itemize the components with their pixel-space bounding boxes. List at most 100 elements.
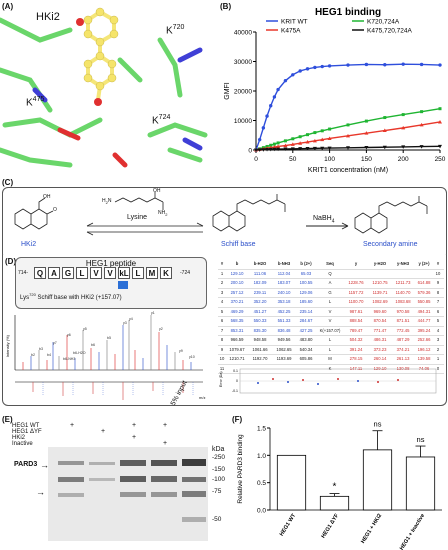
error-axis-label: Error (Da) (219, 371, 223, 387)
data-point (320, 146, 325, 151)
band-arrow-1: → (40, 460, 49, 470)
table-cell: 427.25 (299, 327, 313, 333)
spectrum-y-axis-label: Intensity (%) (5, 335, 10, 358)
table-cell: 260.14 (373, 356, 387, 361)
table-cell: A (328, 280, 332, 285)
data-point (306, 133, 310, 137)
data-point (320, 137, 325, 142)
significance-label: ns (417, 435, 425, 444)
table-cell: 352.20 (253, 299, 267, 304)
residue-1: A (48, 267, 60, 279)
table-cell: 129.06 (299, 289, 313, 295)
data-point (320, 129, 324, 133)
table-cell: 11 (219, 365, 225, 371)
table-cell: 4 (436, 327, 440, 333)
table-cell: 7 (220, 327, 224, 333)
table-cell: 1100.70 (348, 299, 364, 304)
data-point (298, 135, 302, 139)
table-cell: 550.33 (253, 318, 267, 323)
data-point (254, 148, 258, 152)
table-row: 1 129.10 111.06 112.04 65.03 Q 10 (218, 270, 444, 279)
data-point (401, 125, 406, 130)
condition-mark: + (70, 422, 75, 429)
condition-mark: + (132, 422, 137, 429)
table-cell: 970.58 (396, 308, 410, 314)
data-point (328, 127, 332, 131)
data-point (346, 123, 350, 127)
data-point (290, 147, 295, 151)
table-cell: 10 (435, 270, 441, 276)
hki2-label: HKi2 (36, 11, 60, 23)
data-point (346, 63, 350, 67)
data-point (364, 119, 368, 123)
ion-label: b6 (91, 343, 95, 347)
ion-label: b3 (39, 347, 43, 351)
y-tick-label: 40000 (234, 30, 252, 37)
panel-label-d: (D) (5, 257, 17, 266)
data-point (420, 110, 424, 114)
table-cell: 540.34 (299, 346, 313, 352)
table-cell: V (328, 308, 332, 314)
error-tick-label: -0.1 (232, 389, 238, 393)
table-cell: 65.03 (300, 270, 312, 276)
error-point (397, 379, 399, 381)
residue-2: G (62, 267, 74, 279)
data-point (401, 145, 406, 149)
table-header-cell: y (2+) (418, 261, 430, 266)
table-cell: 196.12 (417, 346, 431, 352)
table-row: 4 370.21 352.20 353.18 185.60 L 1100.70 1082.69… (218, 298, 444, 308)
table-cell: 1082.69 (372, 299, 388, 304)
table-cell: 948.58 (253, 337, 267, 342)
data-point (298, 147, 303, 151)
legend-label: K720,724A (367, 19, 400, 26)
secondary-amine-name: Secondary amine (363, 241, 418, 248)
chart-b-title: HEG1 binding (315, 7, 381, 18)
data-point (438, 119, 442, 124)
y-tick-label: 10000 (234, 118, 252, 125)
category-label: HEG1 ΔYF (321, 512, 341, 539)
table-cell: 391.24 (349, 346, 363, 352)
table-cell: L (328, 346, 332, 352)
table-header-cell: y-NH3 (396, 261, 410, 266)
data-point (283, 78, 288, 83)
table-row: 9 1079.67 1061.66 1062.65 540.34 L 391.24 373.2… (218, 346, 444, 355)
bar (319, 495, 350, 511)
table-cell: 614.88 (417, 280, 431, 285)
table-cell: 1210.71 (229, 356, 245, 361)
x-tick-label: 100 (324, 156, 335, 163)
table-cell: 605.86 (299, 356, 313, 361)
data-point (272, 95, 277, 99)
condition-mark: + (101, 428, 106, 435)
table-header-cell: # (220, 261, 224, 266)
ladder-marker: -75 (212, 488, 222, 495)
panel-a-structure: (A) HKi2 K720 K475 K724 (0, 0, 216, 170)
residue-3: L (76, 267, 88, 279)
ion-label: b4 (47, 353, 51, 357)
lysine-oh-label: OH (153, 188, 161, 194)
bar (405, 456, 436, 511)
table-row: 3 257.12 239.11 240.10 129.06 G 1157.72 1139.71… (218, 289, 444, 298)
table-cell: 74.06 (418, 365, 430, 371)
table-cell: 987.61 (349, 308, 363, 314)
residue-6: kL (118, 267, 130, 279)
series-line-1 (255, 108, 441, 151)
table-cell: 2 (436, 346, 440, 352)
table-cell: 370.21 (230, 299, 244, 304)
table-cell: 100.55 (299, 280, 313, 285)
schiff-base-name: Schiff base (221, 241, 256, 248)
blot-bands (58, 459, 206, 522)
condition-label: Inactive (12, 441, 33, 447)
data-point (305, 67, 310, 71)
table-cell: 3 (220, 289, 224, 295)
table-cell: 129.10 (230, 270, 244, 276)
panel-label-c: (C) (2, 178, 14, 187)
band-arrow-2: → (36, 487, 45, 497)
data-point (291, 73, 295, 77)
error-point (302, 379, 304, 381)
table-cell: 789.47 (349, 327, 363, 333)
lysine-h2n-label: H2N (102, 198, 112, 205)
table-cell: 469.29 (230, 308, 244, 314)
data-point (364, 62, 369, 67)
